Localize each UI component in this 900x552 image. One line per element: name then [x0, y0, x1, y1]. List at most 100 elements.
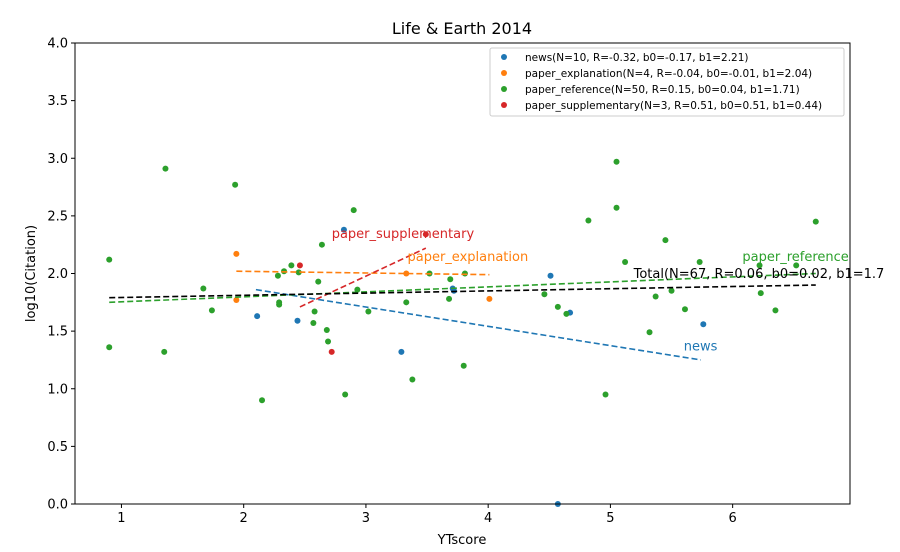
- data-point-paper-reference: [318, 241, 325, 248]
- data-point-paper-reference: [613, 158, 620, 165]
- data-point-paper-reference: [563, 310, 570, 317]
- data-point-paper-explanation: [403, 270, 410, 277]
- legend-entry: paper_reference(N=50, R=0.15, b0=0.04, b…: [525, 84, 800, 96]
- data-point-paper-supplementary: [296, 262, 303, 269]
- x-tick-label: 3: [362, 511, 370, 526]
- x-tick-label: 6: [729, 511, 737, 526]
- data-point-paper-reference: [554, 303, 561, 310]
- fit-line-news: [255, 288, 701, 361]
- y-tick-label: 0.5: [47, 440, 68, 455]
- legend-marker: [501, 54, 507, 60]
- data-point-paper-reference: [350, 207, 357, 214]
- data-point-paper-reference: [323, 326, 330, 333]
- data-point-paper-reference: [276, 299, 283, 306]
- data-point-news: [547, 272, 554, 279]
- data-point-news: [398, 348, 405, 355]
- data-point-paper-reference: [342, 391, 349, 398]
- data-point-paper-reference: [403, 299, 410, 306]
- data-point-paper-reference: [613, 204, 620, 211]
- data-point-paper-reference: [106, 344, 113, 351]
- data-point-paper-reference: [200, 285, 207, 292]
- data-point-paper-reference: [681, 306, 688, 313]
- fit-line-paper-reference: [109, 272, 816, 304]
- fit-line-total: [109, 284, 816, 299]
- x-tick-label: 1: [117, 511, 125, 526]
- y-tick-label: 4.0: [47, 37, 68, 52]
- data-point-paper-reference: [668, 287, 675, 294]
- data-point-paper-reference: [208, 307, 215, 314]
- data-point-paper-explanation: [233, 297, 240, 304]
- fit-line-paper-supplementary: [299, 247, 427, 308]
- data-point-paper-reference: [812, 218, 819, 225]
- legend-marker: [501, 102, 507, 108]
- data-point-paper-reference: [772, 307, 779, 314]
- data-point-paper-explanation: [233, 250, 240, 257]
- data-point-paper-reference: [447, 276, 454, 283]
- fit-line-paper-explanation: [236, 270, 490, 276]
- data-point-paper-reference: [622, 258, 629, 265]
- x-tick-label: 4: [484, 511, 492, 526]
- series-annotation: paper_supplementary: [332, 227, 475, 242]
- x-axis-label: YTscore: [437, 533, 487, 548]
- series-annotation: news: [684, 340, 718, 355]
- data-point-paper-reference: [756, 262, 763, 269]
- data-point-paper-reference: [757, 290, 764, 297]
- data-point-paper-reference: [274, 272, 281, 279]
- data-point-paper-reference: [662, 237, 669, 244]
- data-point-paper-reference: [585, 217, 592, 224]
- legend-entry: paper_explanation(N=4, R=-0.04, b0=-0.01…: [525, 68, 812, 80]
- total-annotation: Total(N=67, R=0.06, b0=0.02, b1=1.7: [633, 267, 885, 282]
- series-annotation: paper_explanation: [407, 250, 528, 265]
- data-point-news: [254, 313, 261, 320]
- series-annotation: paper_reference: [742, 250, 848, 265]
- data-point-paper-supplementary: [422, 231, 429, 238]
- y-tick-label: 1.5: [47, 325, 68, 340]
- y-tick-label: 2.5: [47, 209, 68, 224]
- data-point-paper-reference: [365, 308, 372, 315]
- y-tick-label: 3.0: [47, 152, 68, 167]
- data-point-paper-reference: [259, 397, 266, 404]
- legend-entry: paper_supplementary(N=3, R=0.51, b0=0.51…: [525, 100, 822, 112]
- legend-marker: [501, 70, 507, 76]
- data-point-paper-reference: [311, 308, 318, 315]
- data-point-news: [340, 226, 347, 233]
- y-tick-label: 3.5: [47, 94, 68, 109]
- data-point-paper-supplementary: [328, 348, 335, 355]
- legend: news(N=10, R=-0.32, b0=-0.17, b1=2.21) pa…: [489, 47, 845, 117]
- data-point-paper-reference: [106, 256, 113, 263]
- data-point-paper-reference: [295, 269, 302, 276]
- data-point-paper-reference: [288, 262, 295, 269]
- data-point-paper-reference: [161, 348, 168, 355]
- data-point-paper-reference: [646, 329, 653, 336]
- y-tick-label: 2.0: [47, 267, 68, 282]
- data-point-paper-reference: [696, 258, 703, 265]
- data-point-paper-reference: [310, 320, 317, 327]
- x-axis: 1 2 3 4 5 6: [117, 504, 737, 526]
- data-point-paper-reference: [162, 165, 169, 172]
- data-point-news: [700, 321, 707, 328]
- chart-title: Life & Earth 2014: [392, 19, 532, 38]
- y-axis: 0.0 0.5 1.0 1.5 2.0 2.5 3.0 3.5 4.0: [47, 37, 75, 513]
- legend-entry: news(N=10, R=-0.32, b0=-0.17, b1=2.21): [525, 52, 749, 64]
- data-point-news: [294, 317, 301, 324]
- y-tick-label: 0.0: [47, 498, 68, 513]
- data-point-paper-reference: [541, 291, 548, 298]
- x-tick-label: 5: [606, 511, 614, 526]
- data-point-paper-reference: [354, 286, 361, 293]
- plot-area: news paper_explanation paper_reference pape…: [106, 158, 885, 507]
- data-point-paper-reference: [409, 376, 416, 383]
- data-point-paper-reference: [602, 391, 609, 398]
- data-point-paper-reference: [793, 262, 800, 269]
- data-point-paper-reference: [460, 362, 467, 369]
- data-point-paper-reference: [652, 293, 659, 300]
- data-point-paper-reference: [315, 278, 322, 285]
- data-point-paper-reference: [325, 338, 332, 345]
- legend-marker: [501, 86, 507, 92]
- x-tick-label: 2: [240, 511, 248, 526]
- data-point-paper-reference: [446, 295, 453, 302]
- y-axis-label: log10(Citation): [24, 225, 39, 322]
- data-point-paper-reference: [232, 181, 239, 188]
- y-tick-label: 1.0: [47, 382, 68, 397]
- legend-box: [489, 47, 845, 117]
